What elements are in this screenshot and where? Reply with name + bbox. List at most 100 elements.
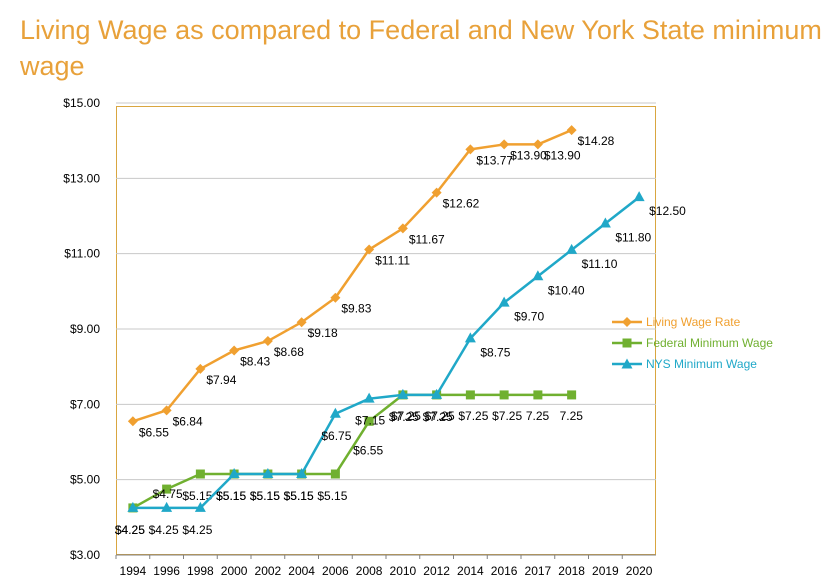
- data-label: $11.10: [582, 257, 618, 271]
- data-point-marker: [296, 468, 308, 479]
- y-tick-label: $7.00: [70, 397, 100, 411]
- chart-title: Living Wage as compared to Federal and N…: [20, 15, 822, 81]
- data-label: $11.80: [615, 231, 651, 245]
- legend-swatch: [612, 338, 642, 347]
- data-label: $12.62: [443, 197, 480, 211]
- data-label: $6.75: [321, 429, 351, 443]
- data-label: $11.11: [375, 254, 410, 268]
- legend-item: Federal Minimum Wage: [612, 332, 773, 353]
- data-label: $4.25: [115, 523, 145, 537]
- data-point-marker: [363, 392, 375, 403]
- x-tick-label: 2019: [592, 564, 619, 578]
- x-tick-label: 2008: [356, 564, 383, 578]
- data-point-marker: [195, 363, 206, 374]
- data-label: $12.50: [649, 204, 686, 218]
- data-point-marker: [127, 416, 138, 427]
- data-label: $7.25: [492, 409, 522, 423]
- data-point-marker: [533, 390, 543, 400]
- data-point-marker: [397, 388, 409, 399]
- legend-label: NYS Minimum Wage: [646, 356, 757, 371]
- data-label: $13.77: [476, 153, 513, 167]
- data-point-marker: [431, 187, 442, 198]
- data-label: $9.70: [514, 310, 544, 324]
- x-tick-label: 2012: [423, 564, 450, 578]
- data-label: $5.15: [250, 489, 280, 503]
- series-line-nys-minimum-wage: [132, 196, 640, 510]
- data-point-marker: [127, 501, 139, 512]
- data-label: $6.84: [173, 414, 203, 428]
- y-tick-label: $13.00: [63, 171, 100, 185]
- x-tick-label: 2006: [322, 564, 349, 578]
- data-label: $5.15: [216, 489, 246, 503]
- x-tick-label: 1994: [120, 564, 147, 578]
- data-point-marker: [499, 390, 509, 400]
- data-point-marker: [465, 390, 475, 400]
- data-point-marker: [599, 217, 611, 228]
- data-point-marker: [329, 407, 341, 418]
- x-tick-label: 2004: [288, 564, 315, 578]
- x-tick-label: 2016: [491, 564, 518, 578]
- data-point-marker: [464, 332, 476, 343]
- data-point-marker: [431, 388, 443, 399]
- data-label: $8.75: [480, 345, 510, 359]
- data-label: $14.28: [578, 134, 615, 148]
- legend-label: Living Wage Rate: [646, 314, 741, 329]
- data-label: $7.15: [355, 414, 385, 428]
- data-point-marker: [161, 501, 173, 512]
- data-label: $7.25: [458, 409, 488, 423]
- data-label: $6.55: [139, 425, 169, 439]
- data-point-marker: [262, 468, 274, 479]
- x-tick-label: 2020: [626, 564, 653, 578]
- data-point-marker: [633, 191, 645, 202]
- data-point-marker: [161, 405, 172, 416]
- data-point-marker: [296, 317, 307, 328]
- data-label: $4.25: [115, 523, 145, 537]
- data-label: $4.25: [149, 523, 179, 537]
- data-point-marker: [162, 484, 172, 494]
- data-label: $4.25: [182, 523, 212, 537]
- data-point-marker: [330, 469, 340, 479]
- data-point-marker: [465, 144, 476, 155]
- data-point-marker: [566, 125, 577, 136]
- x-tick-label: 2018: [558, 564, 585, 578]
- data-label: $5.15: [284, 489, 314, 503]
- data-point-marker: [567, 390, 577, 400]
- data-point-marker: [499, 139, 510, 150]
- data-label: $5.15: [216, 489, 246, 503]
- data-label: $11.67: [409, 232, 445, 246]
- legend-label: Federal Minimum Wage: [646, 335, 773, 350]
- data-point-marker: [498, 296, 510, 307]
- y-tick-label: $5.00: [70, 473, 100, 487]
- y-tick-label: $9.00: [70, 322, 100, 336]
- legend-item: NYS Minimum Wage: [612, 353, 773, 374]
- data-point-marker: [262, 336, 273, 347]
- series-line-federal-minimum-wage: [132, 393, 572, 510]
- legend-swatch: [612, 358, 642, 368]
- y-tick-label: $15.00: [63, 96, 100, 110]
- legend-item: Living Wage Rate: [612, 311, 773, 332]
- data-label: $9.18: [308, 326, 338, 340]
- x-tick-label: 2017: [525, 564, 552, 578]
- legend-swatch: [612, 316, 642, 327]
- y-tick-label: $11.00: [64, 247, 100, 261]
- data-label: $5.15: [317, 489, 347, 503]
- x-tick-label: 2010: [390, 564, 417, 578]
- data-point-marker: [397, 223, 408, 234]
- data-label: 7.25: [526, 409, 550, 423]
- data-label: $8.43: [240, 354, 270, 368]
- data-label: $9.83: [341, 302, 371, 316]
- series-line-living-wage-rate: [132, 128, 573, 423]
- data-label: $13.90: [544, 148, 581, 162]
- data-label: $5.15: [182, 489, 212, 503]
- legend: Living Wage Rate Federal Minimum Wage NYS …: [612, 311, 773, 374]
- data-point-marker: [532, 270, 544, 281]
- data-label: $5.15: [284, 489, 314, 503]
- data-label: $7.25: [389, 410, 419, 424]
- data-point-marker: [195, 469, 205, 479]
- data-label: $10.40: [548, 283, 585, 297]
- x-tick-label: 2014: [457, 564, 484, 578]
- data-label: 7.25: [560, 409, 584, 423]
- data-point-marker: [364, 244, 375, 255]
- data-label: $8.68: [274, 345, 304, 359]
